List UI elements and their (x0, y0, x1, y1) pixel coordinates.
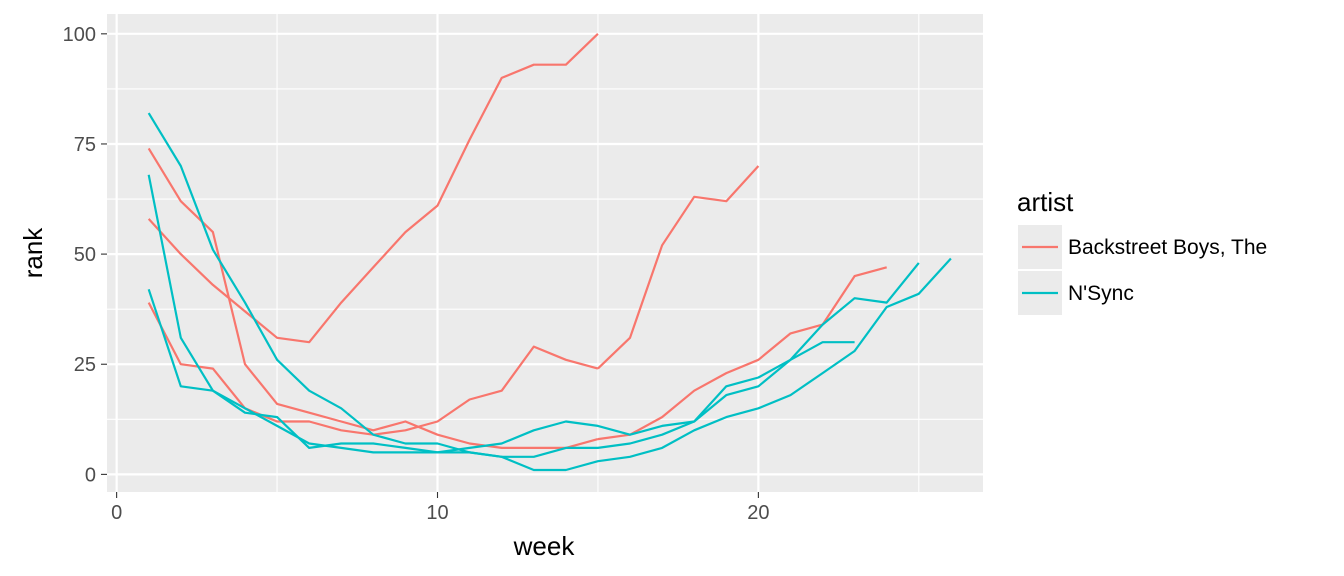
y-tick-label: 50 (74, 244, 96, 266)
y-tick-label: 0 (85, 464, 96, 486)
series-lines (147, 33, 952, 472)
x-tick-label: 0 (111, 502, 122, 524)
series-line-5 (597, 266, 887, 441)
minor-gridlines (107, 14, 983, 492)
x-axis: 0 10 20 (111, 492, 770, 524)
legend-label-nsync: N'Sync (1068, 282, 1134, 305)
y-axis: 0 25 50 75 100 (63, 24, 107, 486)
plot-panel (107, 14, 983, 492)
legend: artist Backstreet Boys, The N'Sync (1017, 187, 1267, 315)
series-line-8 (147, 257, 952, 472)
y-axis-title: rank (18, 227, 48, 279)
legend-label-backstreet-boys: Backstreet Boys, The (1068, 236, 1267, 259)
series-line-3 (147, 33, 599, 344)
series-line-7 (147, 174, 920, 454)
y-tick-label: 100 (63, 24, 96, 46)
x-tick-label: 10 (426, 502, 448, 524)
series-line-2 (147, 147, 599, 449)
x-tick-label: 20 (747, 502, 769, 524)
y-tick-label: 75 (74, 134, 96, 156)
x-axis-title: week (513, 531, 576, 561)
legend-title: artist (1017, 187, 1074, 217)
series-line-4 (597, 165, 760, 370)
y-tick-label: 25 (74, 354, 96, 376)
major-gridlines (107, 14, 983, 492)
